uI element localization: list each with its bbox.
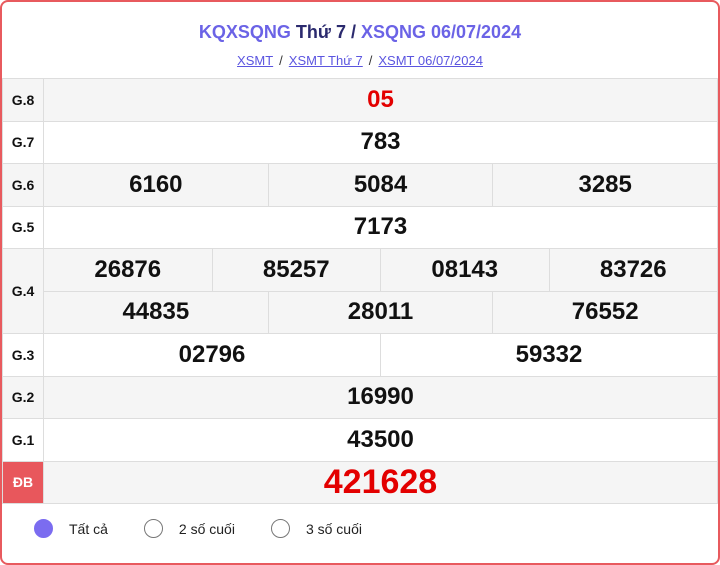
filter-label: 3 số cuối: [305, 520, 362, 537]
table-row: G.6 6160 5084 3285: [2, 163, 718, 207]
table-row: 44835 28011 76552: [3, 290, 718, 334]
filter-label: 2 số cuối: [178, 520, 235, 537]
radio-selected-icon[interactable]: [34, 519, 53, 538]
breadcrumb: XSMT / XSMT Thứ 7/XSMT 06/07/2024: [237, 53, 483, 68]
prize-number: 76552: [492, 291, 717, 333]
filter-label: Tất cả: [69, 520, 108, 537]
filter-last-3[interactable]: 3 số cuối: [270, 519, 362, 538]
table-row: G.8 05: [2, 78, 718, 122]
prize-label: G.5: [2, 205, 44, 249]
prize-number: 7173: [43, 205, 718, 249]
prize-label: G.4: [2, 248, 44, 334]
prize-number: 16990: [43, 375, 718, 419]
table-row: ĐB 421628: [2, 460, 718, 504]
table-row: G.1 43500: [2, 418, 718, 462]
prize-number: 02796: [178, 340, 246, 368]
prize-label-special: ĐB: [2, 460, 44, 504]
prize-label: G.7: [2, 120, 44, 164]
special-prize-number: 421628: [43, 460, 718, 504]
title-province: KQXSQNG: [198, 22, 291, 42]
prize-number: 26876: [94, 255, 162, 283]
table-row: G.2 16990: [2, 375, 718, 419]
prize-label: G.6: [2, 163, 44, 207]
prize-number: 85257: [211, 249, 381, 291]
title-date: XSQNG 06/07/2024: [360, 22, 522, 42]
prize-number: 43500: [43, 418, 718, 462]
table-row: G.4 26876 85257 08143 83726: [2, 248, 718, 334]
prize-number: 44835: [122, 298, 190, 326]
breadcrumb-xsmt-day[interactable]: XSMT Thứ 7: [288, 53, 363, 68]
breadcrumb-xsmt[interactable]: XSMT: [237, 53, 274, 68]
filter-all[interactable]: Tất cả: [34, 519, 108, 538]
breadcrumb-xsmt-date[interactable]: XSMT 06/07/2024: [378, 53, 483, 68]
table-row: G.3 02796 59332: [2, 333, 718, 377]
prize-number: 6160: [129, 170, 183, 198]
prize-label: G.3: [2, 333, 44, 377]
table-row: G.7 783: [2, 120, 718, 164]
prize-number: 28011: [267, 291, 493, 333]
prize-number: 3285: [492, 164, 717, 206]
prize-label: G.2: [2, 375, 44, 419]
prize-label: G.8: [2, 78, 44, 122]
digit-filter: Tất cả 2 số cuối 3 số cuối: [34, 519, 398, 538]
table-row: G.5 7173: [2, 205, 718, 249]
prize-number: 59332: [380, 334, 717, 376]
radio-icon[interactable]: [270, 519, 290, 538]
radio-icon[interactable]: [143, 519, 163, 538]
page-title: KQXSQNG Thứ 7 / XSQNG 06/07/2024: [2, 22, 718, 43]
prize-number: 783: [43, 120, 718, 164]
prize-number: 08143: [380, 249, 549, 291]
results-table: G.8 05 G.7 783 G.6 6160 5084 3285 G.5 7173 G.4…: [2, 78, 718, 504]
prize-number: 83726: [548, 249, 718, 291]
prize-label: G.1: [2, 418, 44, 462]
prize-number: 05: [43, 78, 718, 122]
title-day: Thứ 7 /: [295, 22, 356, 42]
prize-number: 5084: [267, 164, 493, 206]
filter-last-2[interactable]: 2 số cuối: [143, 519, 235, 538]
